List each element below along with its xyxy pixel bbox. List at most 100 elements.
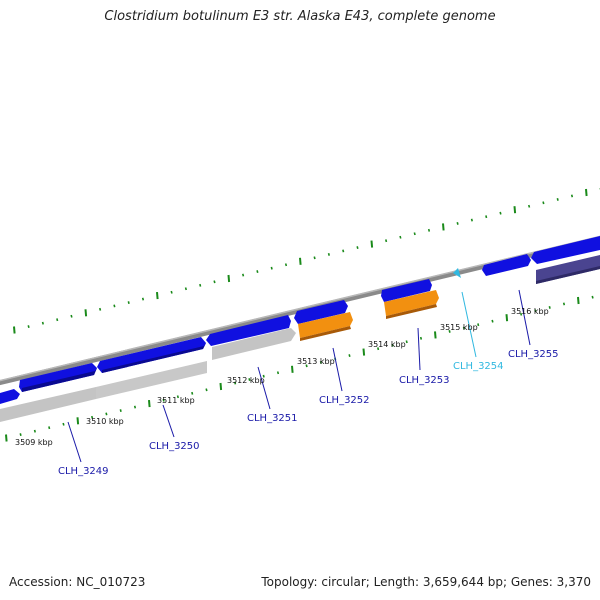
gene-label[interactable]: CLH_3252 [319, 395, 370, 406]
gene-label[interactable]: CLH_3250 [149, 441, 200, 452]
minor-tick [105, 412, 108, 416]
major-tick [299, 257, 302, 265]
gene-feature-cds[interactable] [531, 236, 600, 264]
minor-tick [313, 256, 316, 260]
major-tick [84, 309, 88, 317]
gene-shade [22, 368, 97, 392]
minor-tick [199, 283, 202, 287]
minor-tick [485, 215, 488, 219]
gene-shade [102, 343, 206, 373]
minor-tick [41, 321, 44, 325]
minor-tick [170, 290, 173, 294]
gene-feature-grey[interactable] [0, 387, 96, 422]
rna-track [298, 290, 439, 341]
minor-tick [305, 364, 308, 368]
major-tick [362, 348, 366, 356]
forward-strand-track [0, 236, 600, 404]
minor-tick [184, 287, 187, 291]
major-tick [5, 434, 8, 442]
scale-label: 3513 kbp [297, 357, 335, 366]
gene-labels: CLH_3249 CLH_3250 CLH_3251 CLH_3252 CLH_… [58, 349, 559, 477]
gene-feature-cds[interactable] [482, 254, 531, 276]
minor-tick [342, 249, 345, 253]
gene-feature-grey[interactable] [212, 328, 296, 360]
gene-feature-trna[interactable] [453, 268, 461, 278]
gene-feature-grey[interactable] [96, 361, 207, 399]
major-tick [291, 365, 294, 373]
minor-tick [448, 330, 451, 333]
major-tick [148, 400, 151, 408]
gene-feature-cds[interactable] [0, 389, 20, 404]
minor-tick [191, 391, 194, 395]
minor-tick [127, 301, 130, 304]
label-connectors [67, 289, 531, 463]
minor-tick [462, 326, 465, 330]
minor-tick [499, 211, 502, 215]
minor-tick [356, 246, 359, 249]
gene-label[interactable]: CLH_3255 [508, 349, 559, 360]
minor-tick [113, 304, 116, 308]
minor-tick [534, 309, 537, 313]
minor-tick [548, 306, 551, 309]
gene-feature-rna[interactable] [384, 290, 439, 316]
gene-label[interactable]: CLH_3251 [247, 413, 298, 424]
minor-tick [556, 198, 559, 201]
minor-tick [427, 228, 431, 232]
major-tick [156, 292, 159, 300]
minor-tick [213, 280, 216, 284]
minor-tick [284, 263, 288, 267]
minor-tick [262, 374, 265, 378]
gene-feature-rna[interactable] [298, 312, 353, 338]
gene-label[interactable]: CLH_3253 [399, 375, 450, 386]
pseudo-track [536, 255, 600, 284]
minor-tick [570, 194, 574, 198]
gene-feature-cds[interactable] [97, 337, 206, 373]
major-tick [370, 240, 374, 248]
minor-tick [248, 378, 251, 381]
minor-tick [27, 325, 30, 328]
minor-tick [19, 433, 22, 436]
minor-tick [242, 273, 245, 277]
minor-tick [377, 347, 380, 351]
major-tick [513, 206, 517, 214]
minor-tick [62, 422, 65, 426]
major-tick [442, 223, 445, 231]
minor-tick [133, 405, 137, 409]
minor-tick [70, 314, 73, 318]
gene-feature-cds[interactable] [294, 300, 348, 324]
major-tick [13, 326, 16, 334]
minor-tick [234, 381, 237, 385]
scale-label: 3515 kbp [440, 323, 478, 332]
gene-feature-pseudo[interactable] [536, 255, 600, 284]
minor-tick [56, 318, 59, 322]
scale-label: 3512 kbp [227, 376, 265, 385]
inner-tick-ring [5, 295, 594, 442]
minor-tick [399, 235, 402, 239]
minor-tick [419, 336, 423, 340]
gene-label[interactable]: CLH_3254 [453, 361, 504, 372]
scale-label: 3514 kbp [368, 340, 406, 349]
minor-tick [405, 340, 408, 344]
gene-shade [536, 266, 600, 284]
minor-tick [591, 295, 594, 299]
gene-feature-cds[interactable] [381, 279, 432, 302]
minor-tick [562, 302, 566, 306]
minor-tick [99, 307, 102, 311]
minor-tick [176, 395, 179, 399]
genome-stats-text: Topology: circular; Length: 3,659,644 bp… [261, 575, 591, 589]
minor-tick [119, 409, 122, 412]
minor-tick [256, 270, 259, 273]
gene-label[interactable]: CLH_3249 [58, 466, 109, 477]
gene-feature-cds[interactable] [206, 315, 291, 346]
major-tick [76, 417, 80, 425]
minor-tick [477, 323, 480, 327]
minor-tick [162, 398, 165, 402]
major-tick [434, 331, 437, 339]
minor-tick [33, 429, 36, 433]
gene-shade [300, 326, 351, 341]
minor-tick [270, 266, 273, 270]
major-tick [219, 382, 223, 391]
scale-labels: 3509 kbp 3510 kbp 3511 kbp 3512 kbp 3513… [15, 307, 549, 447]
